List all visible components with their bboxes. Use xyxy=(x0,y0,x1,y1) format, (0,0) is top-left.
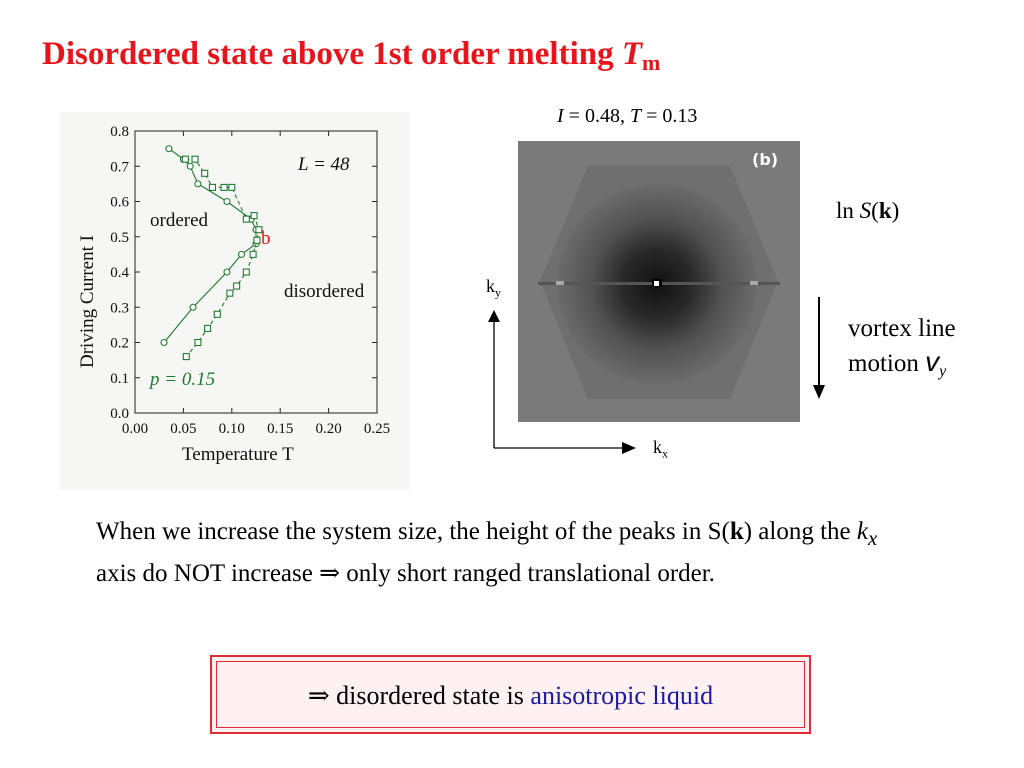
square-point xyxy=(226,289,234,297)
square-point xyxy=(191,155,199,163)
body-kx-x: x xyxy=(868,526,878,550)
caption-t-symbol: T xyxy=(629,105,642,127)
plot-frame xyxy=(134,130,378,414)
title-subscript: m xyxy=(642,50,661,75)
disordered-label: disordered xyxy=(284,281,365,302)
square-point xyxy=(181,155,189,163)
x-tick-label: 0.10 xyxy=(219,421,245,437)
ordered-label: ordered xyxy=(150,210,209,231)
square-point xyxy=(194,338,202,347)
slide-title: Disordered state above 1st order melting… xyxy=(42,36,660,76)
k-axes xyxy=(488,310,636,454)
l-label: L = 48 xyxy=(297,154,350,175)
y-tick-label: 0.2 xyxy=(110,336,129,352)
structure-factor-map xyxy=(518,141,800,422)
circle-point xyxy=(189,303,197,311)
right-side-peak xyxy=(750,281,758,285)
series-line xyxy=(163,148,257,343)
kx-main: k xyxy=(653,437,662,457)
y-axis-label: Driving Current I xyxy=(77,235,98,368)
square-point xyxy=(233,282,241,290)
circle-point xyxy=(194,180,202,188)
ln-s-label: ln S(k) xyxy=(836,198,900,223)
y-tick-label: 0.5 xyxy=(110,230,129,246)
body-paragraph: When we increase the system size, the he… xyxy=(96,514,916,592)
circle-point xyxy=(160,338,168,347)
conclusion-phrase: disordered state is xyxy=(329,681,531,710)
x-tick-label: 0.20 xyxy=(315,421,341,437)
x-tick-label: 0.05 xyxy=(170,421,196,437)
p-label: p = 0.15 xyxy=(148,369,215,390)
y-tick-label: 0.8 xyxy=(110,124,129,140)
circle-point xyxy=(223,197,231,206)
square-point xyxy=(242,268,250,276)
motion-subscript: y xyxy=(939,363,947,380)
square-point xyxy=(250,212,258,220)
y-tick-label: 0.4 xyxy=(110,265,129,281)
motion-label: vortex line motion vy xyxy=(848,312,956,388)
k-bold: k xyxy=(878,198,892,223)
kx-sub: x xyxy=(662,446,668,461)
panel-tag: (b) xyxy=(752,150,779,169)
s-symbol: S xyxy=(859,198,872,223)
x-tick-label: 0.00 xyxy=(122,421,148,437)
left-side-peak xyxy=(556,281,564,285)
x-axis-label: Temperature T xyxy=(182,444,294,465)
kx-label: kx xyxy=(653,437,668,462)
map-caption: I = 0.48, T = 0.13 xyxy=(557,105,697,128)
square-point xyxy=(249,250,257,258)
conclusion-highlight: anisotropic liquid xyxy=(530,681,714,710)
body-part3: axis do NOT increase ⇒ only short ranged… xyxy=(96,560,715,587)
circle-point xyxy=(237,250,246,258)
x-tick-label: 0.15 xyxy=(267,421,293,437)
ky-sub: y xyxy=(495,285,501,300)
body-k-bold: k xyxy=(729,518,744,545)
y-tick-label: 0.0 xyxy=(110,406,129,422)
b-marker: b xyxy=(261,228,271,249)
y-tick-label: 0.3 xyxy=(110,300,129,316)
square-point xyxy=(208,183,216,191)
phase-diagram-chart: 0.00 0.05 0.10 0.15 0.20 0.25 0.0 0.1 0.2 0.3 0.4 0… xyxy=(77,124,390,465)
conclusion-box: ⇒ disordered state is anisotropic liquid xyxy=(210,655,811,734)
caption-t-value: = 0.13 xyxy=(641,105,698,127)
ky-label: ky xyxy=(486,276,501,301)
motion-v-symbol: v xyxy=(925,346,940,377)
y-tick-label: 0.1 xyxy=(110,371,129,387)
x-tick-label: 0.25 xyxy=(364,421,390,437)
body-kx-k: k xyxy=(856,518,869,545)
square-point xyxy=(213,310,221,318)
square-point xyxy=(255,226,263,234)
ky-main: k xyxy=(486,276,495,296)
title-text: Disordered state above 1st order melting xyxy=(42,36,614,72)
implies-arrow: ⇒ xyxy=(307,681,330,710)
square-point xyxy=(253,236,261,244)
central-peak xyxy=(654,281,659,286)
circle-point xyxy=(223,268,231,276)
caption-i-symbol: I xyxy=(557,105,564,127)
square-point xyxy=(228,183,236,191)
conclusion-text: ⇒ disordered state is anisotropic liquid xyxy=(212,681,809,711)
circle-point xyxy=(186,162,194,170)
title-symbol: T xyxy=(621,36,643,72)
square-point xyxy=(182,353,190,361)
motion-line2: motion xyxy=(848,350,926,377)
y-tick-label: 0.6 xyxy=(110,195,129,211)
circle-point xyxy=(165,145,173,153)
phase-diagram-panel: 0.00 0.05 0.10 0.15 0.20 0.25 0.0 0.1 0.2 0.3 0.4 0… xyxy=(60,112,410,490)
square-point xyxy=(204,324,212,332)
caption-i-value: = 0.48, xyxy=(563,105,630,127)
conclusion-inner-border xyxy=(216,661,805,728)
body-part2: ) along the xyxy=(743,518,857,545)
y-tick-label: 0.7 xyxy=(110,159,129,175)
body-part1: When we increase the system size, the he… xyxy=(96,518,730,545)
motion-line1: vortex line xyxy=(848,315,956,342)
square-point xyxy=(242,215,250,223)
ln-prefix: ln xyxy=(836,198,860,223)
square-point xyxy=(220,183,228,191)
motion-arrow xyxy=(813,297,825,399)
square-point xyxy=(201,169,209,177)
